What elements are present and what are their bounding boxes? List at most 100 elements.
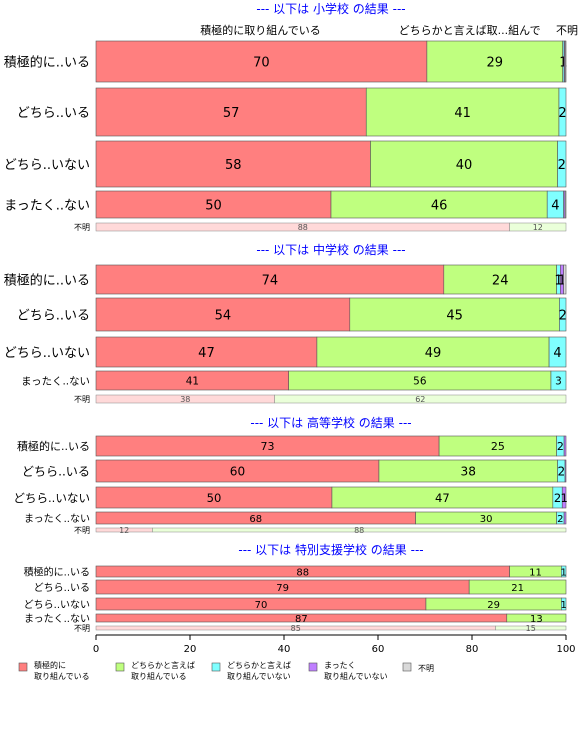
- bar-row: どちら..いない 58 40 2: [4, 140, 567, 188]
- unknown-data-label: 38: [180, 395, 190, 404]
- x-tick-label: 100: [556, 644, 575, 655]
- legend-label: 不明: [418, 664, 434, 673]
- data-label: 1: [560, 567, 566, 578]
- bar-segment: [95, 264, 445, 295]
- legend-swatch: [115, 662, 125, 672]
- bar-row: 積極的に..いる 74 24 11: [4, 264, 567, 295]
- bar-segment: [468, 579, 567, 595]
- category-label: まったく..ない: [4, 198, 90, 213]
- bar-segment: [558, 87, 567, 137]
- category-label: まったく..ない: [21, 375, 90, 387]
- bar-segment: [559, 297, 567, 332]
- bar-row: 積極的に..いる 73 25 2: [17, 435, 567, 457]
- legend-swatch: [402, 662, 412, 672]
- unknown-label: 不明: [74, 526, 90, 535]
- x-tick-label: 80: [466, 644, 479, 655]
- data-label: 58: [225, 158, 242, 173]
- data-label: 29: [487, 600, 500, 611]
- data-label: 73: [261, 440, 275, 453]
- category-label: 積極的に..いる: [17, 439, 90, 453]
- unknown-segment: [495, 625, 567, 631]
- legend: 積極的に取り組んでいるどちらかと言えば取り組んでいるどちらかと言えば取り組んでい…: [18, 660, 434, 681]
- bar-segment: [563, 435, 567, 457]
- data-label: 4: [551, 198, 559, 213]
- data-label: 74: [262, 273, 279, 288]
- unknown-data-label: 88: [354, 526, 364, 535]
- top-labels-group: 積極的に取り組んでいる どちらかと言えば取...組んで 不明: [200, 23, 578, 37]
- x-tick-label: 40: [278, 644, 291, 655]
- unknown-segment: [274, 394, 567, 404]
- data-label: 30: [480, 514, 493, 525]
- data-label: 2: [559, 308, 567, 323]
- unknown-segment: [509, 222, 567, 232]
- bar-row: どちら..いない 50 47 2 1: [13, 486, 568, 509]
- bar-row: どちら..いる 57 41 2: [17, 87, 567, 137]
- data-label: 3: [555, 375, 562, 387]
- category-label: 積極的に..いる: [4, 272, 90, 288]
- unknown-row: 不明 12 88: [74, 526, 567, 535]
- bar-segment: [506, 613, 567, 623]
- unknown-label: 不明: [74, 395, 90, 404]
- data-label: 38: [461, 465, 476, 479]
- data-label: 4: [553, 346, 561, 361]
- unknown-row: 不明 38 62: [74, 394, 567, 404]
- x-tick-label: 0: [93, 644, 99, 655]
- bar-segment: [365, 87, 560, 137]
- category-label: まったく..ない: [24, 613, 90, 625]
- legend-label: 取り組んでいる: [131, 671, 187, 681]
- category-label: どちら..いない: [24, 599, 90, 611]
- legend-label: まったく: [324, 661, 356, 670]
- data-label: 41: [454, 106, 471, 121]
- data-label: 2: [557, 465, 565, 479]
- category-label: どちら..いない: [4, 158, 90, 173]
- legend-label: どちらかと言えば: [131, 660, 195, 670]
- data-label: 1: [559, 55, 567, 70]
- bar-segment: [349, 297, 560, 332]
- bar-row: どちら..いる 79 21: [34, 579, 567, 595]
- data-label: 57: [223, 106, 240, 121]
- bar-segment: [564, 459, 567, 483]
- data-label: 47: [435, 491, 450, 505]
- bar-segment: [561, 486, 567, 509]
- data-label: 50: [205, 198, 222, 213]
- data-label: 70: [253, 55, 270, 70]
- category-label: どちら..いる: [17, 106, 90, 121]
- bar-segment: [95, 297, 351, 332]
- panel-title: --- 以下は 特別支援学校 の結果 ---: [238, 542, 423, 557]
- bar-row: まったく..ない 41 56 3: [21, 370, 567, 391]
- data-label: 1: [560, 491, 567, 505]
- bar-segment: [560, 597, 567, 611]
- bar-segment: [557, 140, 567, 188]
- data-label: 54: [215, 308, 232, 323]
- bar-row: まったく..ない 50 46 4: [4, 190, 567, 219]
- unknown-segment: [152, 527, 567, 533]
- unknown-data-label: 88: [298, 223, 308, 232]
- panels-group: --- 以下は 小学校 の結果 --- 積極的に..いる 70 29 1 どちら..いる 5…: [4, 1, 568, 633]
- legend-swatch: [18, 662, 28, 672]
- category-label: どちら..いる: [22, 465, 90, 479]
- data-label: 88: [296, 567, 309, 578]
- legend-swatch: [308, 662, 318, 672]
- data-label: 79: [276, 583, 289, 594]
- data-label: 2: [558, 158, 566, 173]
- bar-segment: [443, 264, 557, 295]
- data-label: 68: [249, 514, 262, 525]
- category-label: どちら..いる: [34, 582, 90, 594]
- data-label: 49: [425, 346, 442, 361]
- panel: --- 以下は 中学校 の結果 ---積極的に..いる 74 24 11どちら..いる…: [4, 242, 567, 404]
- data-label: 2: [558, 106, 566, 121]
- legend-label: 取り組んでいない: [227, 671, 291, 681]
- bar-segment: [426, 40, 564, 83]
- legend-item: 積極的に取り組んでいる: [18, 660, 90, 681]
- data-label: 87: [295, 614, 308, 625]
- legend-label: 取り組んでいる: [34, 671, 90, 681]
- unknown-data-label: 12: [119, 526, 129, 535]
- data-label: 1: [560, 600, 566, 611]
- panel: --- 以下は 小学校 の結果 --- 積極的に..いる 70 29 1 どちら..いる 5…: [4, 1, 568, 232]
- bar-row: 積極的に..いる 88 11 1: [24, 565, 567, 578]
- legend-label: どちらかと言えば: [227, 660, 291, 670]
- data-label: 50: [207, 491, 222, 505]
- data-label: 24: [492, 273, 509, 288]
